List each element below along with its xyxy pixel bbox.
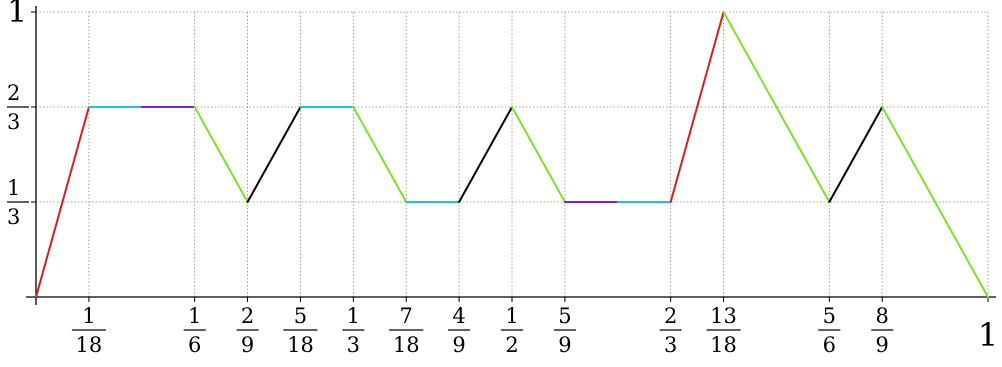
segment-14 xyxy=(828,105,884,204)
segment-13 xyxy=(722,11,831,204)
x-tick-label-denominator: 18 xyxy=(287,333,314,357)
segment-15 xyxy=(881,105,989,298)
x-tick-label-11: 56 xyxy=(818,304,841,357)
x-tick-label-numerator: 7 xyxy=(400,304,413,328)
segment-6 xyxy=(352,105,408,204)
x-tick-label-denominator: 2 xyxy=(505,333,518,357)
x-tick-label-numerator: 1 xyxy=(188,304,201,328)
segment-12 xyxy=(669,11,725,204)
x-tick-label-value: 1 xyxy=(978,316,998,354)
x-tick-label-12: 89 xyxy=(871,304,894,357)
x-tick-label-numerator: 1 xyxy=(347,304,360,328)
x-tick-label-numerator: 5 xyxy=(558,304,571,328)
x-tick-label-13: 1 xyxy=(978,316,998,354)
y-tick-label-denominator: 3 xyxy=(7,205,20,229)
x-tick-label-4: 13 xyxy=(342,304,365,357)
segment-0 xyxy=(35,105,90,298)
x-tick-label-denominator: 9 xyxy=(876,333,889,357)
x-tick-label-denominator: 9 xyxy=(452,333,465,357)
x-tick-label-5: 718 xyxy=(389,304,424,357)
x-tick-label-numerator: 8 xyxy=(876,304,889,328)
x-tick-label-numerator: 13 xyxy=(710,304,737,328)
x-tick-label-2: 29 xyxy=(236,304,259,357)
segment-3 xyxy=(193,105,249,204)
y-tick-label-denominator: 3 xyxy=(7,110,20,134)
x-tick-label-numerator: 2 xyxy=(664,304,677,328)
x-tick-label-1: 16 xyxy=(183,304,206,357)
x-tick-label-denominator: 18 xyxy=(710,333,737,357)
y-tick-label-numerator: 1 xyxy=(7,176,20,200)
x-tick-label-numerator: 2 xyxy=(241,304,254,328)
x-tick-label-numerator: 4 xyxy=(452,304,465,328)
y-tick-label-0: 13 xyxy=(7,176,29,229)
x-tick-label-8: 59 xyxy=(553,304,576,357)
axes xyxy=(26,6,996,305)
x-tick-label-7: 12 xyxy=(501,304,523,357)
x-tick-label-denominator: 3 xyxy=(347,333,360,357)
x-tick-label-numerator: 1 xyxy=(82,304,95,328)
x-tick-label-denominator: 9 xyxy=(558,333,571,357)
x-tick-label-3: 518 xyxy=(283,304,318,357)
y-tick-label-2: 1 xyxy=(7,0,27,30)
y-tick-label-value: 1 xyxy=(7,0,27,30)
y-tick-label-numerator: 2 xyxy=(7,81,20,105)
x-tick-label-denominator: 9 xyxy=(241,333,254,357)
segment-4 xyxy=(246,105,302,204)
x-tick-label-denominator: 18 xyxy=(393,333,420,357)
x-tick-label-numerator: 1 xyxy=(505,304,518,328)
segment-9 xyxy=(511,105,566,204)
x-tick-label-0: 118 xyxy=(71,304,106,357)
x-tick-label-denominator: 3 xyxy=(664,333,677,357)
x-tick-label-numerator: 5 xyxy=(823,304,836,328)
x-tick-label-numerator: 5 xyxy=(294,304,307,328)
series-segments xyxy=(35,11,989,298)
x-tick-label-denominator: 6 xyxy=(188,333,201,357)
x-tick-label-9: 23 xyxy=(659,304,682,357)
x-tick-label-denominator: 6 xyxy=(823,333,836,357)
y-tick-label-1: 23 xyxy=(7,81,29,134)
grid-lines xyxy=(36,11,989,297)
segment-8 xyxy=(458,105,513,204)
x-tick-label-6: 49 xyxy=(448,304,471,357)
x-tick-label-denominator: 18 xyxy=(76,333,103,357)
